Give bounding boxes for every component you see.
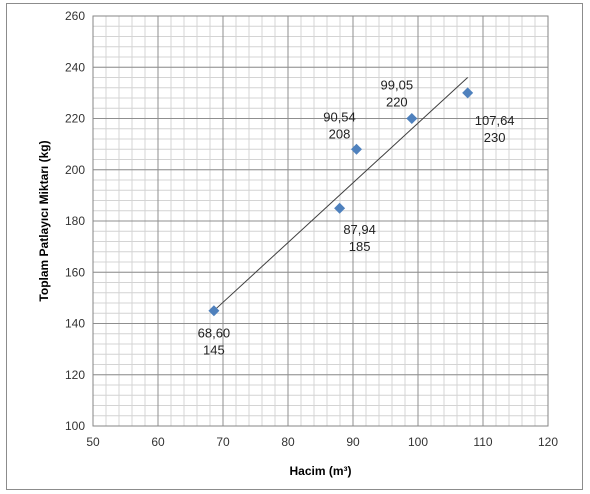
x-tick-label: 80 <box>281 435 295 449</box>
x-tick-label: 50 <box>86 435 100 449</box>
data-label-x: 90,54 <box>323 109 356 124</box>
x-tick-label: 60 <box>151 435 165 449</box>
y-tick-label: 220 <box>65 112 85 126</box>
data-point-marker <box>351 143 363 155</box>
data-label-x: 107,64 <box>475 113 515 128</box>
x-tick-labels: 50 60 70 80 90 100 110 120 <box>86 435 558 449</box>
data-label-x: 68,60 <box>198 326 231 341</box>
data-markers <box>208 87 474 317</box>
x-tick-label: 120 <box>538 435 558 449</box>
data-labels: 68,60 145 87,94 185 90,54 208 99,05 220 107,64 23… <box>198 78 515 358</box>
x-axis-title: Hacim (m³) <box>289 464 351 478</box>
y-tick-labels: 100 120 140 160 180 200 220 240 260 <box>65 9 85 433</box>
y-tick-label: 260 <box>65 9 85 23</box>
data-point-marker <box>462 87 474 99</box>
x-tick-label: 70 <box>216 435 230 449</box>
y-tick-label: 180 <box>65 214 85 228</box>
data-label-y: 220 <box>386 95 408 110</box>
data-label-x: 87,94 <box>343 222 376 237</box>
chart-frame <box>6 3 583 490</box>
y-tick-label: 200 <box>65 163 85 177</box>
data-label-y: 185 <box>349 239 371 254</box>
x-tick-label: 110 <box>473 435 492 449</box>
data-point-marker <box>334 202 346 214</box>
trendline <box>213 77 468 312</box>
data-label-y: 208 <box>329 126 351 141</box>
x-tick-label: 90 <box>346 435 360 449</box>
y-tick-label: 160 <box>65 265 85 279</box>
data-label-y: 230 <box>484 130 506 145</box>
y-tick-label: 140 <box>65 317 85 331</box>
y-tick-label: 100 <box>65 419 85 433</box>
y-axis-title: Toplam Patlayıcı Miktarı (kg) <box>37 140 51 301</box>
data-label-x: 99,05 <box>381 78 414 93</box>
y-tick-label: 240 <box>65 60 85 74</box>
y-tick-label: 120 <box>65 368 85 382</box>
x-tick-label: 100 <box>408 435 428 449</box>
data-point-marker <box>406 113 418 124</box>
plot-area-border <box>92 15 549 427</box>
data-label-y: 145 <box>203 343 225 358</box>
data-point-marker <box>208 305 220 317</box>
